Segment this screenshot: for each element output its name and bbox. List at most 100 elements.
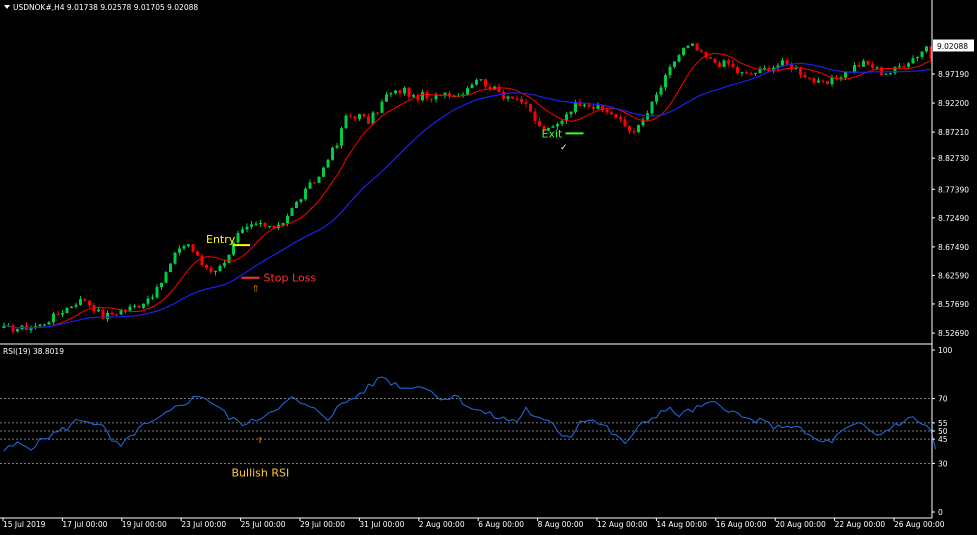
candle-body (731, 63, 735, 68)
time-tick-label: 23 Jul 00:00 (181, 520, 226, 529)
moving-averages-group (3, 52, 932, 329)
candle-body (839, 77, 843, 80)
candle-body (38, 324, 42, 327)
candle-body (650, 101, 654, 114)
candle-body (925, 46, 928, 52)
candle-body (560, 120, 564, 124)
price-tick-label: 8.67490 (938, 243, 969, 252)
candle-body (475, 79, 478, 85)
candle-body (317, 176, 321, 183)
candle-body (691, 43, 694, 46)
candle-body (551, 126, 555, 128)
candle-body (898, 66, 901, 68)
price-header: USDNOK#,H4 9.01738 9.02578 9.01705 9.020… (4, 3, 198, 12)
candle-body (407, 87, 411, 97)
candle-body (538, 120, 541, 127)
time-tick-label: 6 Aug 00:00 (478, 520, 524, 529)
entry-label: Entry (206, 233, 236, 246)
candle-body (745, 72, 748, 74)
current-price-label: 9.02088 (937, 42, 968, 51)
price-header-text: USDNOK#,H4 9.01738 9.02578 9.01705 9.020… (13, 3, 198, 12)
stop-loss-label: Stop Loss (264, 272, 317, 285)
candle-body (578, 101, 582, 107)
candle-body (362, 114, 366, 117)
candle-body (497, 86, 501, 93)
candle-body (907, 63, 910, 67)
candle-body (286, 215, 289, 223)
candle-body (245, 226, 249, 230)
candle-body (862, 60, 865, 67)
candle-body (214, 270, 217, 273)
candle-body (875, 67, 879, 69)
candle-body (151, 297, 154, 299)
candle-body (929, 46, 933, 60)
candle-body (502, 92, 505, 99)
candle-body (880, 67, 883, 75)
price-tick-label: 8.82730 (938, 154, 969, 163)
candle-body (146, 298, 150, 304)
exit-label: Exit (542, 127, 564, 140)
candle-body (884, 73, 888, 75)
candle-body (641, 119, 645, 126)
candle-body (340, 128, 343, 146)
candle-body (223, 262, 226, 266)
up-arrow-icon: ⇧ (257, 435, 264, 444)
candle-body (808, 77, 811, 79)
candle-body (857, 65, 861, 67)
candle-body (623, 119, 627, 127)
candle-body (736, 67, 739, 74)
candle-body (866, 60, 870, 65)
candle-body (173, 252, 177, 264)
candle-body (398, 90, 402, 94)
candle-body (583, 104, 586, 107)
time-tick-label: 16 Aug 00:00 (716, 520, 767, 529)
candle-body (385, 94, 388, 102)
candle-body (88, 300, 91, 306)
candle-body (781, 60, 784, 66)
candle-body (367, 116, 370, 124)
candle-body (119, 310, 123, 315)
candle-body (29, 327, 33, 331)
rsi-pane[interactable]: Bullish RSI ⇧ (0, 376, 936, 479)
candle-body (763, 68, 766, 70)
rsi-header-text: RSI(19) 38.8019 (3, 347, 64, 356)
candle-body (191, 244, 195, 252)
candle-body (376, 112, 379, 114)
triangle-down-icon[interactable] (4, 5, 10, 9)
candle-body (889, 73, 892, 75)
price-axis: 9.02088 8.97190 8.92200 8.87210 8.82730 8.773… (932, 39, 974, 338)
candle-body (142, 303, 145, 308)
candle-body (56, 313, 60, 315)
candle-body (322, 167, 325, 177)
time-tick-label: 25 Jul 00:00 (241, 520, 286, 529)
candle-body (655, 94, 658, 102)
candle-body (281, 222, 285, 225)
candle-body (313, 182, 316, 184)
candle-body (403, 87, 406, 94)
candle-body (830, 77, 834, 85)
candle-body (358, 114, 361, 119)
price-pane[interactable]: Entry Stop Loss Exit ⇧ ✓ (2, 43, 933, 335)
candle-body (79, 299, 82, 305)
candle-body (425, 92, 429, 99)
candle-body (434, 94, 438, 100)
candle-body (542, 126, 546, 131)
candle-body (443, 92, 447, 96)
candle-body (295, 201, 298, 209)
candle-body (65, 308, 69, 314)
candle-body (547, 127, 550, 131)
candle-body (299, 199, 303, 202)
candle-body (326, 159, 330, 168)
candle-body (227, 254, 231, 263)
candle-body (209, 268, 213, 273)
rsi-annotations: Bullish RSI ⇧ (232, 435, 290, 479)
candle-body (232, 242, 235, 255)
candle-body (353, 116, 357, 119)
candle-body (254, 223, 258, 225)
candle-body (155, 287, 159, 298)
candle-body (740, 72, 744, 74)
candle-body (479, 79, 483, 81)
candle-body (394, 90, 397, 94)
